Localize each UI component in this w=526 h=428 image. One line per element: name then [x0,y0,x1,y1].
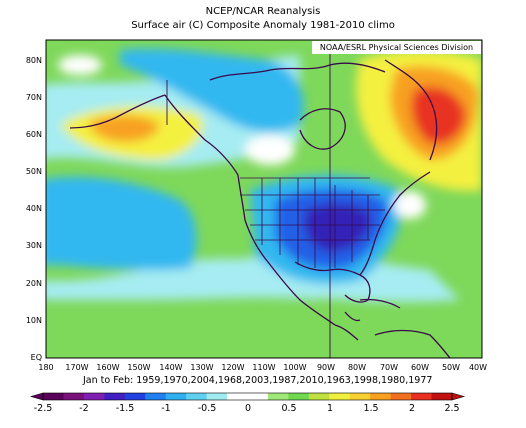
composite-years-label: Jan to Feb: 1959,1970,2004,1968,2003,198… [83,375,433,386]
field-white-canada [245,135,295,165]
colorbar-swatch [186,393,208,400]
coast-hudson [299,108,346,150]
lat-label-60n: 60N [25,130,42,139]
lat-label-70n: 70N [25,93,42,102]
colorbar-label-5: 0 [244,403,252,414]
colorbar-swatch [247,393,269,400]
anomaly-field [46,40,482,358]
colorbar-label-0: -2.5 [33,403,53,414]
colorbar-label-10: 2.5 [444,403,460,414]
lat-label-20n: 20N [25,279,42,288]
field-white-alaska [58,55,102,75]
lat-label-80n: 80N [25,56,42,65]
field-cyan-pacific [46,176,197,271]
colorbar-label-7: 1 [326,403,334,414]
page-title: NCEP/NCAR Reanalysis [205,6,321,17]
colorbar-swatch [329,393,351,400]
credit-label: NOAA/ESRL Physical Sciences Division [312,41,481,54]
coast-central-america [334,311,361,341]
lat-label-40n: 40N [25,204,42,213]
lon-label-140w: 140W [159,363,183,372]
coast-west [237,174,336,326]
lon-label-170w: 170W [65,363,89,372]
colorbar-swatch [288,393,310,400]
colorbar-label-3: -1 [161,403,171,414]
lon-label-150w: 150W [127,363,151,372]
lon-label-100w: 100W [283,363,307,372]
lon-label-80w: 80W [347,363,367,372]
colorbar-swatch [104,393,126,400]
colorbar-label-8: 1.5 [363,403,379,414]
colorbar-frame [42,392,453,401]
colorbar-label-4: -0.5 [197,403,217,414]
lon-label-40w: 40W [468,363,488,372]
colorbar-swatch [145,393,167,400]
lon-label-60w: 60W [410,363,430,372]
colorbar-swatch [411,393,433,400]
colorbar-swatch [370,393,392,400]
coast-arctic [209,62,386,81]
lon-label-70w: 70W [379,363,399,372]
map-frame [45,39,483,359]
colorbar-max-arrow [451,392,466,401]
coast-south-america [374,329,451,358]
colorbar-swatch [308,393,330,400]
colorbar-label-1: -2 [79,403,89,414]
field-red-greenland [411,86,466,144]
colorbar-swatch [349,393,371,400]
lat-label-50n: 50N [25,167,42,176]
lon-label-110w: 110W [252,363,276,372]
coast-alaska [69,94,239,176]
lat-label-eq: EQ [30,353,42,362]
colorbar-min-arrow [29,392,44,401]
lat-label-30n: 30N [25,241,42,250]
colorbar-swatch [267,393,289,400]
colorbar-swatch [43,393,64,400]
colorbar-swatch [124,393,146,400]
lon-label-90w: 90W [316,363,336,372]
colorbar-swatch [83,393,105,400]
lat-label-10n: 10N [25,316,42,325]
colorbar-swatch [390,393,412,400]
field-white-atlantic [394,191,426,219]
colorbar-label-6: 0.5 [281,403,297,414]
field-cyan-north [120,48,304,133]
coast-east [359,171,431,276]
colorbar-label-9: 2 [408,403,416,414]
lon-label-130w: 130W [190,363,214,372]
lon-label-50w: 50W [441,363,461,372]
state-borders [240,177,385,268]
coast-greenland [384,59,438,161]
colorbar-swatch [227,393,248,400]
coast-cuba [359,298,401,309]
lon-label-120w: 120W [221,363,245,372]
colorbar-swatch [165,393,187,400]
lon-label-180: 180 [38,363,54,372]
coastlines [69,59,451,358]
colorbar-label-2: -1.5 [115,403,135,414]
colorbar-swatch [431,393,453,400]
page-subtitle: Surface air (C) Composite Anomaly 1981-2… [131,20,395,31]
colorbar-swatch [63,393,85,400]
colorbar-swatch [206,393,228,400]
lon-label-160w: 160W [96,363,120,372]
